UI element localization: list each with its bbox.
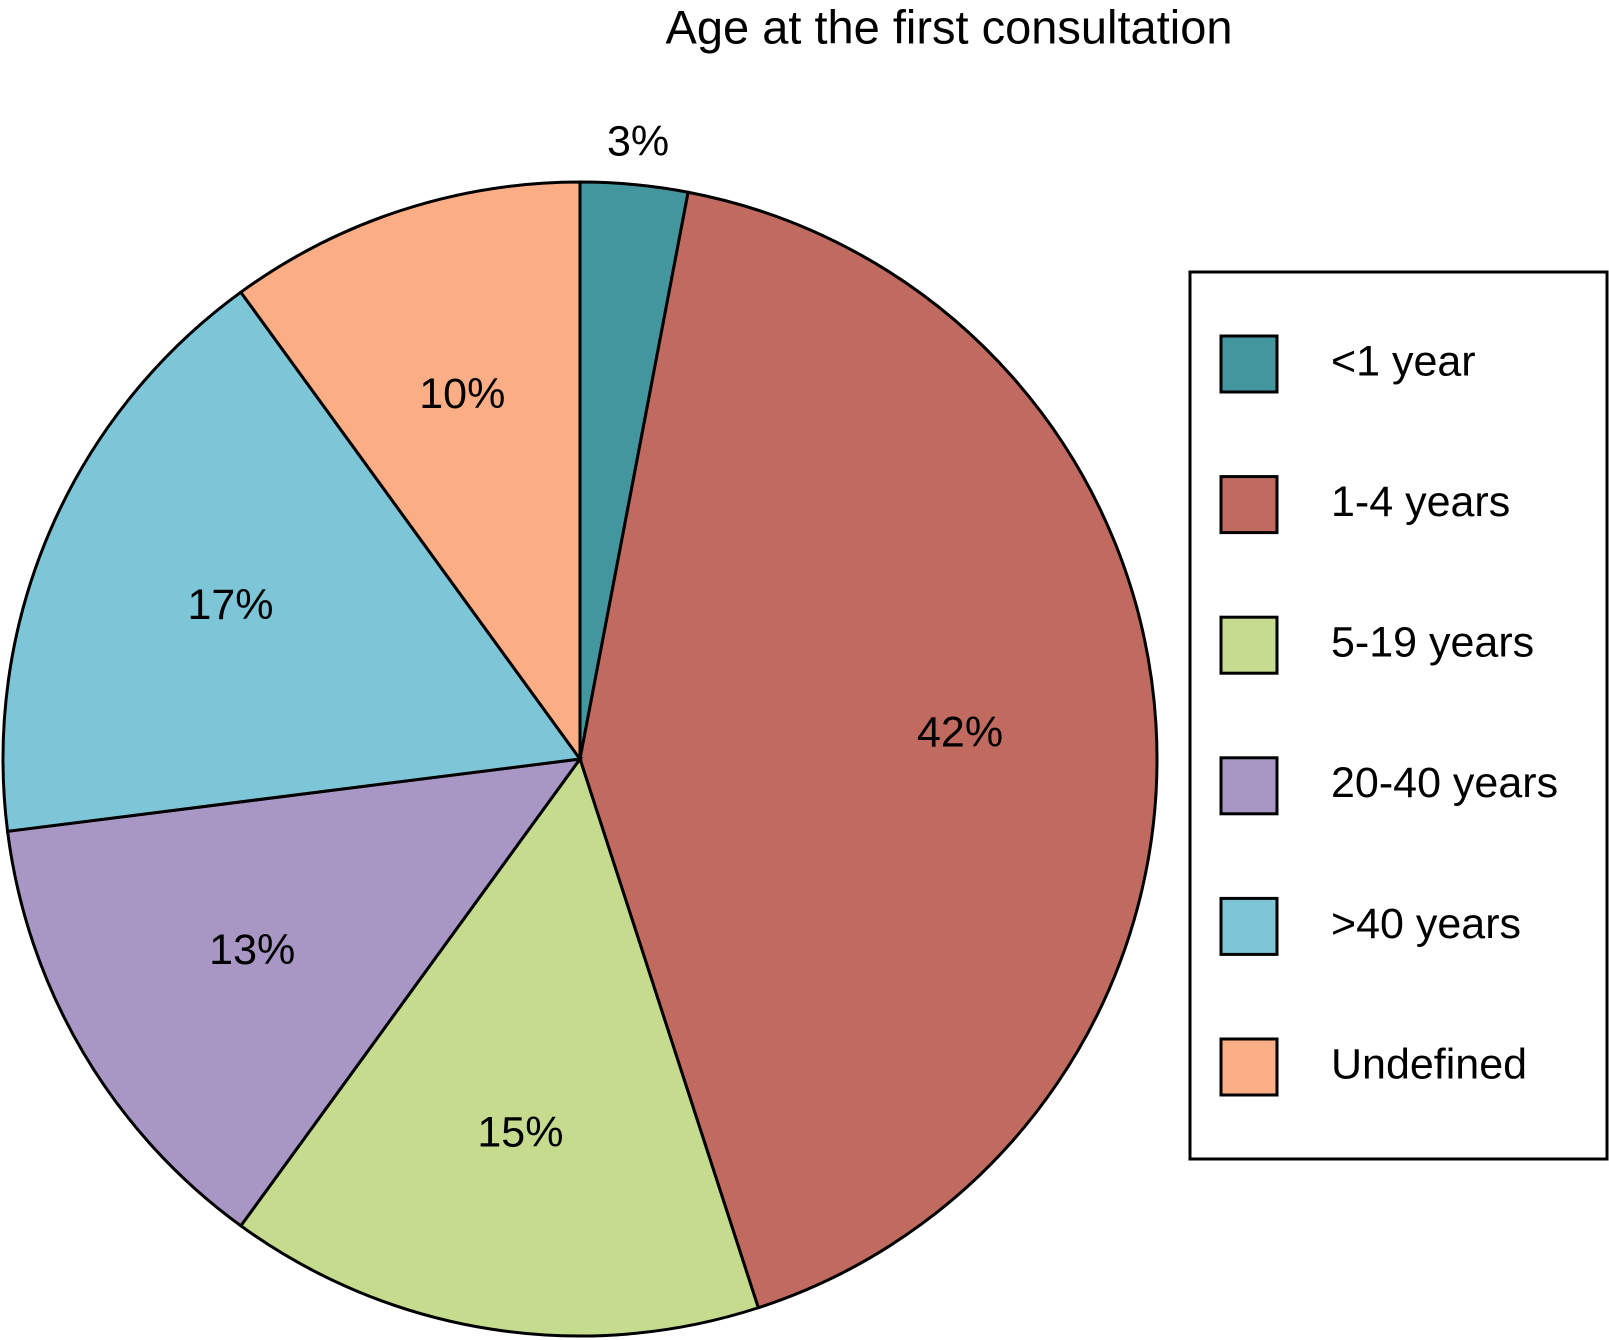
legend-swatch xyxy=(1219,334,1279,394)
slice-label: 10% xyxy=(419,370,505,418)
legend-label: 5-19 years xyxy=(1331,619,1534,667)
slice-label: 15% xyxy=(477,1108,563,1156)
legend-swatch xyxy=(1219,756,1279,816)
legend-swatch xyxy=(1219,615,1279,675)
pie-slice xyxy=(5,757,584,1228)
pie-slice xyxy=(578,190,1159,1310)
slice-label: 13% xyxy=(209,926,295,974)
pie-slice xyxy=(238,180,582,764)
legend-label: 1-4 years xyxy=(1331,478,1510,526)
legend-box xyxy=(1188,270,1609,1161)
slice-label: 3% xyxy=(607,118,669,166)
chart-title: Age at the first consultation xyxy=(666,0,1233,53)
slice-label: 17% xyxy=(187,581,273,629)
legend-swatch xyxy=(1219,1037,1279,1097)
legend-label: Undefined xyxy=(1331,1040,1527,1088)
legend-label: <1 year xyxy=(1331,337,1476,385)
slice-label: 42% xyxy=(917,708,1003,756)
legend-label: >40 years xyxy=(1331,900,1521,948)
legend-swatch xyxy=(1219,475,1279,535)
legend-label: 20-40 years xyxy=(1331,759,1558,807)
pie-slice xyxy=(1,290,583,833)
pie-slice xyxy=(238,755,761,1338)
legend-swatch xyxy=(1219,896,1279,956)
